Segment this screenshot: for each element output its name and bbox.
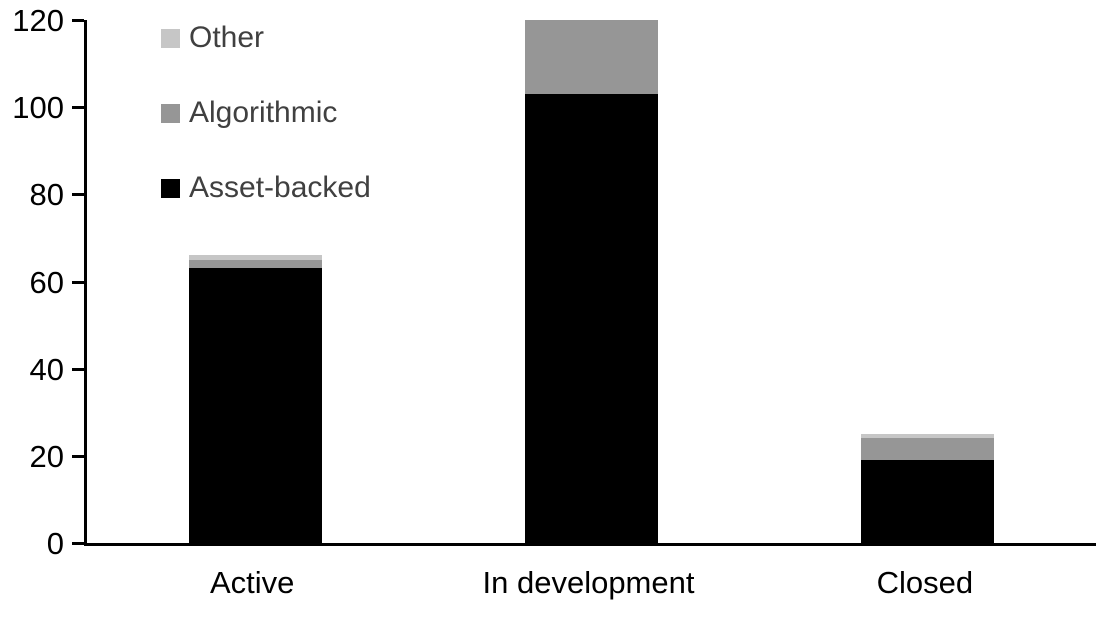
y-axis-tick-40 [72, 367, 84, 371]
bars-layer [87, 20, 1096, 543]
y-axis-label-100: 100 [12, 90, 64, 126]
category-label-closed: Closed [876, 565, 974, 600]
y-axis-label-20: 20 [29, 438, 64, 474]
bar-segment-asset-backed [524, 94, 658, 543]
plot-area: Other Algorithmic Asset-backed [72, 19, 1096, 546]
legend-label-other: Other [189, 21, 265, 54]
y-axis-label-120: 120 [12, 3, 64, 38]
legend-item-other: Other [161, 23, 371, 53]
y-axis-label-80: 80 [29, 177, 64, 213]
y-axis-tick-120 [72, 19, 84, 22]
bar-closed [760, 20, 1096, 543]
legend-item-algorithmic: Algorithmic [161, 98, 371, 128]
legend-label-algorithmic: Algorithmic [189, 96, 338, 129]
legend-item-asset-backed: Asset-backed [161, 173, 371, 203]
bar-segment-other [188, 255, 322, 260]
bar-segment-asset-backed [188, 268, 322, 543]
y-axis-label-60: 60 [29, 264, 64, 300]
legend-swatch-other [161, 28, 180, 48]
legend: Other Algorithmic Asset-backed [161, 23, 371, 203]
y-axis-tick-60 [72, 280, 84, 284]
legend-label-asset-backed: Asset-backed [189, 171, 371, 204]
bar-active [87, 20, 423, 543]
bar-in-development [423, 20, 759, 543]
legend-swatch-algorithmic [161, 103, 180, 123]
bar-segment-algorithmic [188, 259, 322, 269]
bar-segment-asset-backed [861, 460, 995, 543]
bar-segment-algorithmic [524, 20, 658, 95]
bar-segment-other [861, 434, 995, 439]
y-axis-tick-0 [72, 542, 84, 545]
category-label-active: Active [209, 565, 295, 600]
legend-swatch-asset-backed [161, 178, 180, 198]
y-axis-label-0: 0 [46, 526, 64, 561]
y-axis-label-40: 40 [29, 351, 64, 387]
y-axis-tick-20 [72, 454, 84, 458]
y-axis-tick-100 [72, 106, 84, 110]
category-label-in-development: In development [482, 565, 695, 600]
y-axis-tick-80 [72, 193, 84, 197]
bar-segment-algorithmic [861, 438, 995, 461]
x-axis-category-labels: Active In development Closed [84, 565, 1093, 601]
